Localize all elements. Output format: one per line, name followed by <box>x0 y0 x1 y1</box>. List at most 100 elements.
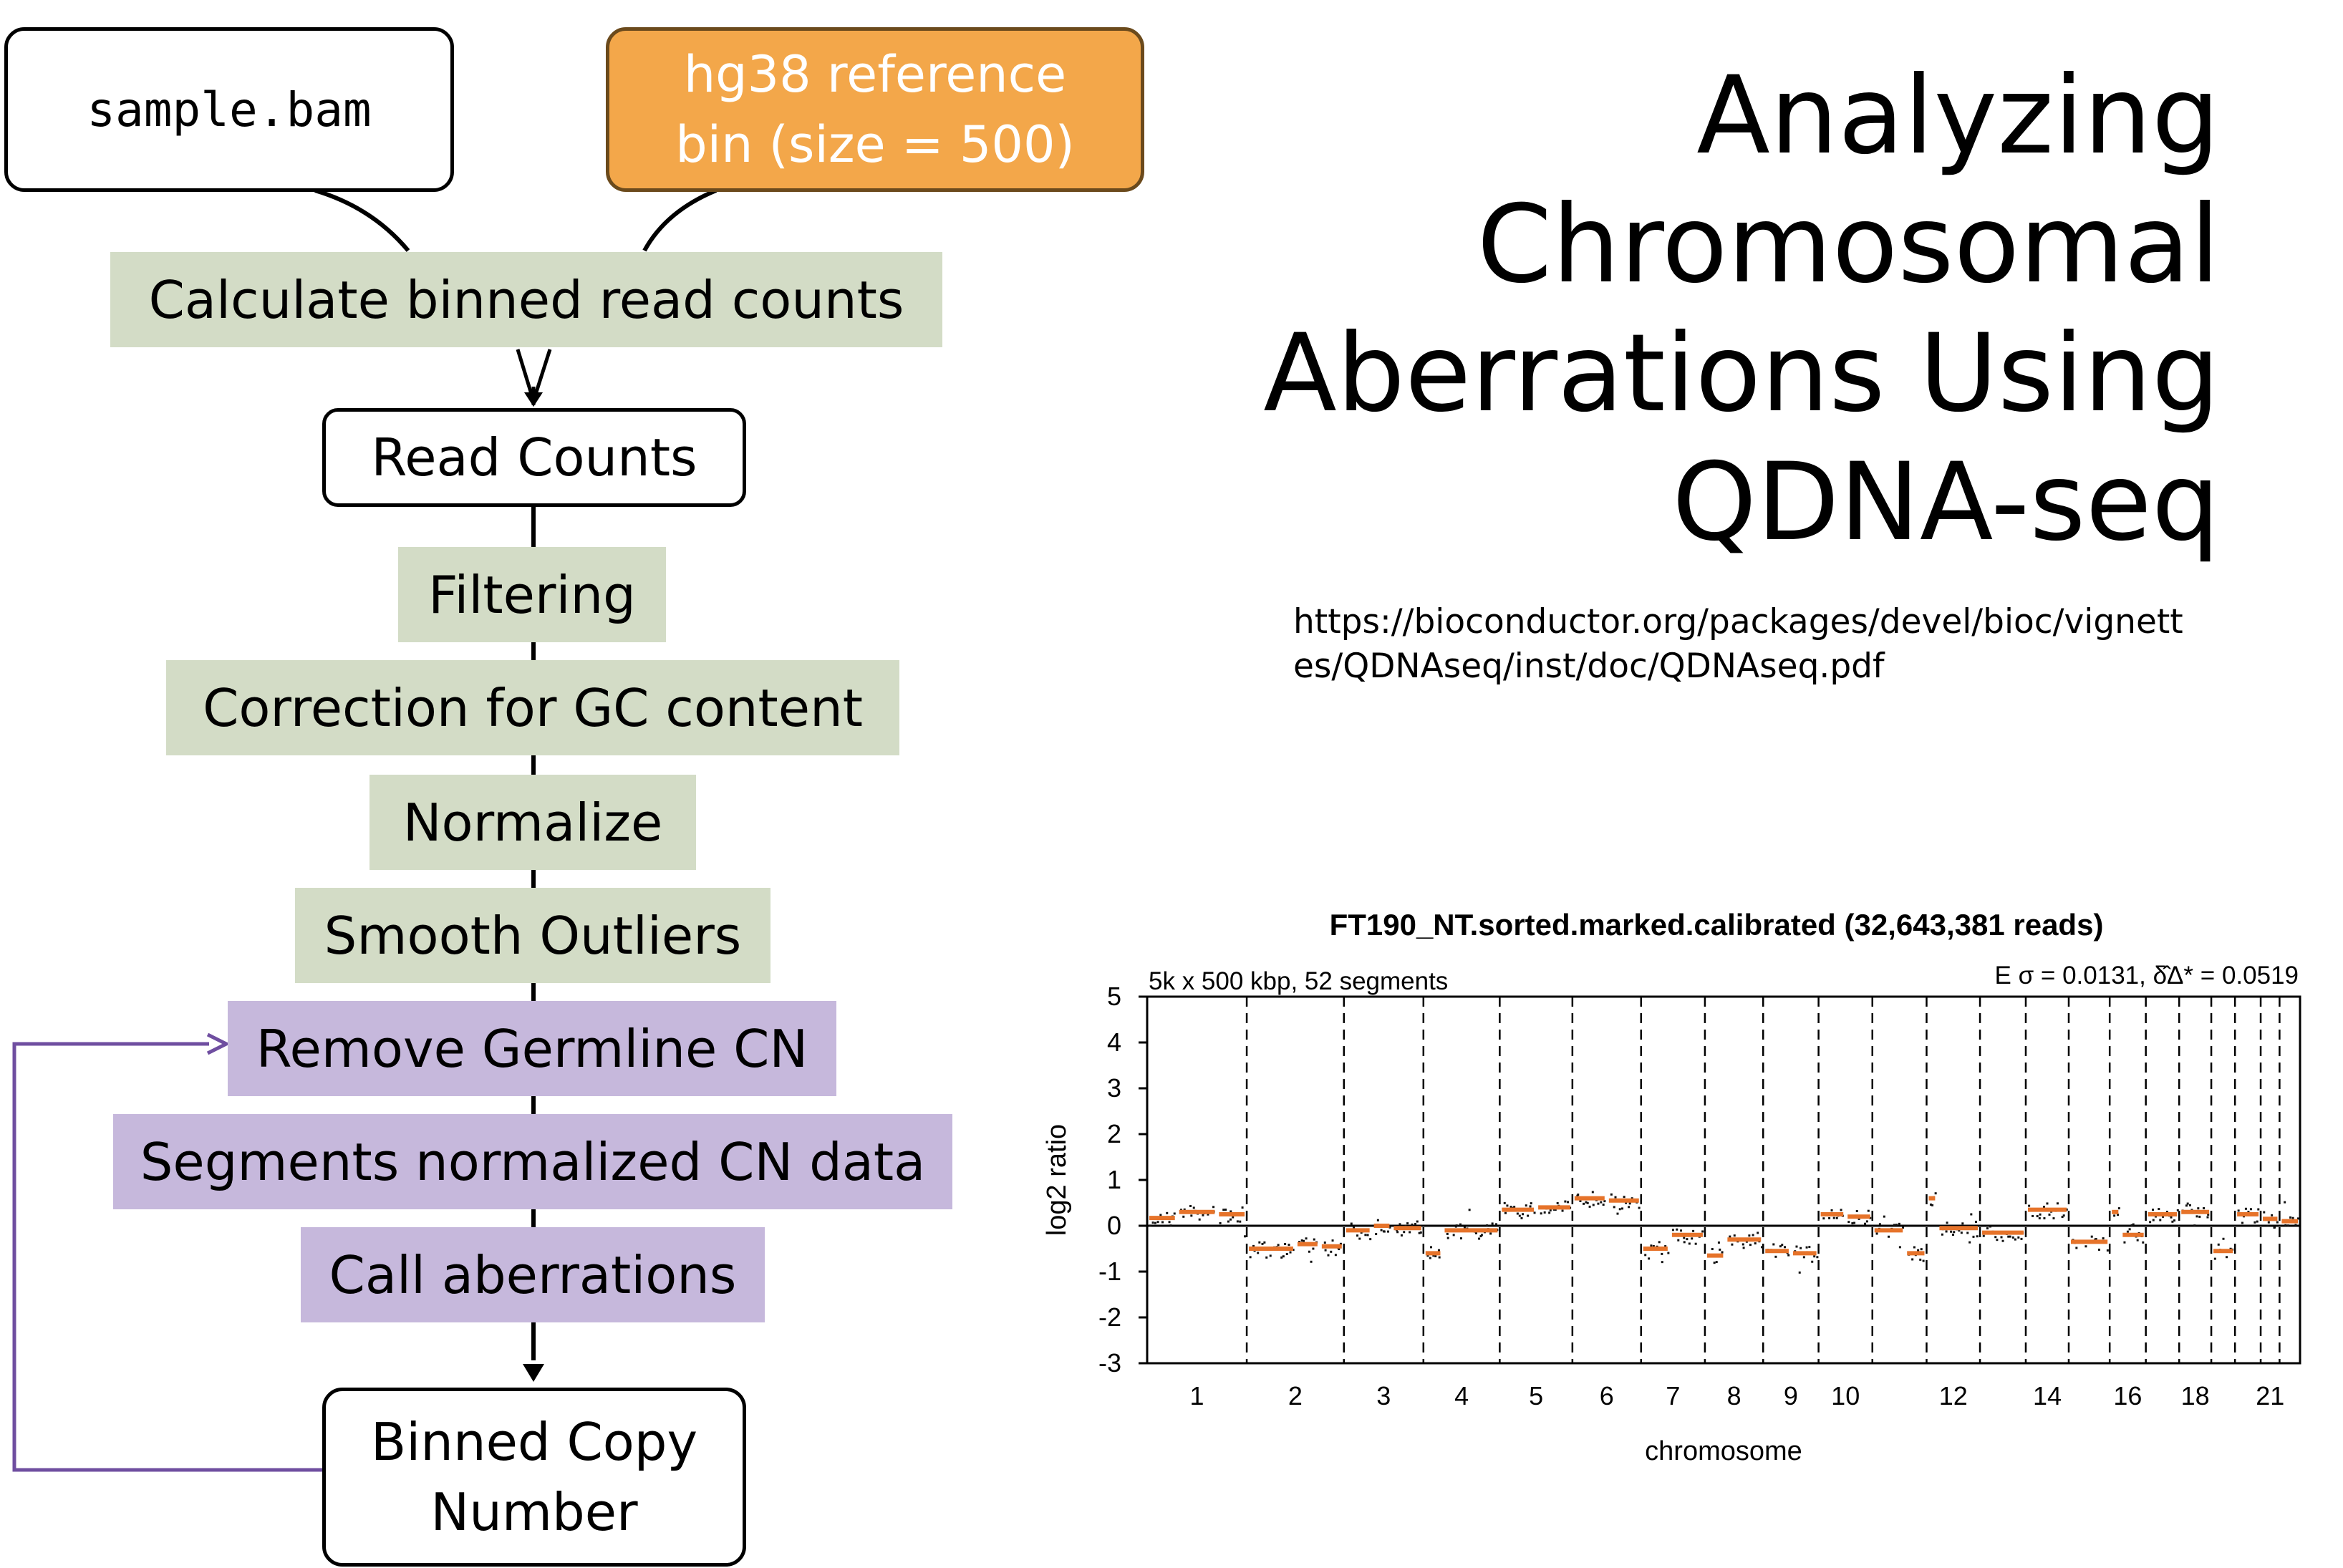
x-tick-label: 4 <box>1454 1381 1469 1410</box>
bin-point <box>1667 1252 1670 1254</box>
feedback-loop-arrow <box>12 1042 322 1472</box>
bin-point <box>2289 1216 2292 1219</box>
bin-point <box>1931 1204 1934 1206</box>
bin-point <box>2042 1206 2045 1209</box>
bin-point <box>1219 1221 1222 1224</box>
y-tick-label: 3 <box>1107 1073 1121 1103</box>
bin-point <box>2106 1249 2109 1252</box>
bin-point <box>2173 1219 2176 1222</box>
bin-point <box>2117 1207 2120 1210</box>
bin-point <box>1621 1207 1624 1210</box>
bin-point <box>1495 1223 1498 1226</box>
bin-point <box>1970 1213 1973 1216</box>
bin-point <box>2226 1256 2228 1259</box>
bin-point <box>1358 1237 1361 1240</box>
bam-connector <box>314 188 410 252</box>
bin-point <box>1816 1256 1819 1259</box>
title-line-2: Chromosomal <box>1477 183 2220 307</box>
bin-point <box>1840 1209 1842 1211</box>
bin-point <box>1694 1242 1697 1245</box>
bin-point <box>2038 1217 2041 1220</box>
bin-point <box>1913 1246 1916 1249</box>
bin-point <box>1426 1254 1429 1257</box>
bin-point <box>1509 1206 1512 1209</box>
bin-point <box>1711 1248 1714 1251</box>
bin-point <box>2154 1215 2157 1218</box>
step-smooth-label: Smooth Outliers <box>324 905 742 966</box>
bin-point <box>1292 1249 1295 1252</box>
bin-point <box>1308 1250 1310 1253</box>
step-filtering-label: Filtering <box>428 564 636 625</box>
bin-point <box>2090 1235 2093 1238</box>
title-line-1: Analyzing <box>1696 54 2220 178</box>
bin-point <box>2036 1215 2039 1218</box>
bin-point <box>1156 1221 1159 1224</box>
bin-point <box>1600 1201 1603 1204</box>
bin-point <box>1360 1231 1363 1234</box>
bin-point <box>1418 1231 1421 1234</box>
x-tick-label: 8 <box>1727 1381 1741 1410</box>
bin-point <box>2247 1211 2250 1214</box>
bin-point <box>1986 1227 1989 1230</box>
bin-point <box>1387 1230 1390 1233</box>
bin-point <box>1323 1242 1326 1244</box>
bin-point <box>2028 1204 2031 1207</box>
bin-point <box>1591 1191 1594 1194</box>
bin-point <box>1994 1236 1997 1239</box>
x-axis-title: chromosome <box>1645 1436 1802 1466</box>
bin-point <box>1691 1237 1694 1240</box>
bin-point <box>2048 1213 2051 1216</box>
bin-point <box>1540 1212 1542 1215</box>
bin-point <box>1625 1201 1628 1204</box>
bin-point <box>1212 1206 1215 1209</box>
bin-point <box>2149 1221 2152 1224</box>
bin-point <box>2132 1223 2135 1226</box>
bin-point <box>1945 1230 1948 1233</box>
bin-point <box>1902 1226 1905 1229</box>
bin-point <box>2097 1248 2100 1251</box>
bin-point <box>1207 1213 1209 1216</box>
bin-point <box>2056 1202 2059 1205</box>
bin-point <box>1974 1220 1977 1223</box>
bin-point <box>1851 1222 1854 1225</box>
bin-point <box>2237 1209 2240 1212</box>
bin-point <box>1350 1222 1353 1225</box>
bin-point <box>1648 1257 1651 1260</box>
step-call-aberrations: Call aberrations <box>301 1227 765 1322</box>
bin-point <box>2222 1237 2225 1240</box>
bin-point <box>1530 1202 1532 1205</box>
reference-bin-box: hg38 reference bin (size = 500) <box>606 27 1144 192</box>
bin-point <box>1529 1205 1532 1208</box>
x-tick-label: 10 <box>1831 1381 1860 1410</box>
bin-point <box>2128 1228 2131 1231</box>
y-axis-title: log2 ratio <box>1042 1124 1072 1236</box>
reference-line-2: bin (size = 500) <box>675 115 1075 174</box>
bin-point <box>1516 1212 1519 1215</box>
y-tick-label: 1 <box>1107 1165 1121 1194</box>
bin-point <box>2052 1217 2055 1220</box>
bin-point <box>1159 1214 1162 1216</box>
bin-point <box>2213 1257 2216 1260</box>
bin-point <box>2113 1214 2116 1217</box>
bin-point <box>1603 1200 1606 1203</box>
bin-point <box>1232 1216 1235 1219</box>
bin-point <box>1752 1234 1754 1237</box>
bin-point <box>2061 1216 2064 1219</box>
bin-point <box>1300 1239 1303 1242</box>
bin-point <box>1813 1255 1816 1258</box>
bin-point <box>1772 1243 1775 1246</box>
bin-point <box>2195 1215 2198 1218</box>
bin-point <box>1952 1234 1955 1237</box>
bin-point <box>1478 1237 1481 1240</box>
bin-point <box>1968 1241 1971 1244</box>
x-tick-label: 14 <box>2033 1381 2062 1410</box>
bin-point <box>1644 1254 1647 1257</box>
bin-point <box>1680 1229 1683 1232</box>
bin-point <box>1446 1237 1449 1239</box>
bin-point <box>1396 1231 1399 1234</box>
bin-point <box>1602 1204 1605 1206</box>
bin-point <box>1338 1248 1340 1251</box>
bin-point <box>2062 1214 2065 1217</box>
bin-point <box>1835 1216 1838 1219</box>
bin-point <box>2267 1221 2270 1224</box>
